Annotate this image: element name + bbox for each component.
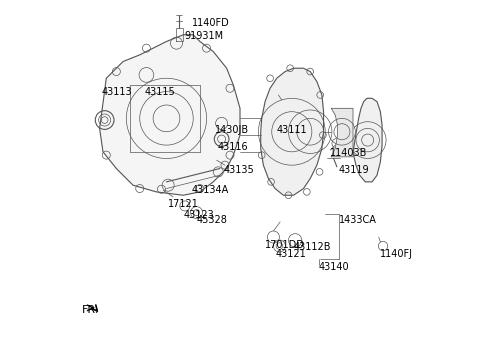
Text: 43116: 43116	[217, 142, 248, 152]
Text: 1430JB: 1430JB	[215, 125, 249, 135]
Text: 1433CA: 1433CA	[338, 215, 376, 225]
Text: 43119: 43119	[338, 165, 369, 175]
Text: 43113: 43113	[101, 87, 132, 97]
Text: 43140: 43140	[319, 262, 349, 272]
Text: 91931M: 91931M	[185, 31, 224, 41]
Text: 43111: 43111	[277, 125, 307, 135]
Polygon shape	[100, 35, 240, 195]
Text: 43112B: 43112B	[293, 242, 331, 252]
Text: 43135: 43135	[224, 165, 255, 175]
Polygon shape	[331, 108, 353, 157]
Text: 11403B: 11403B	[330, 149, 368, 158]
Text: 43134A: 43134A	[192, 185, 229, 195]
Text: FR.: FR.	[82, 305, 100, 314]
Text: 1140FD: 1140FD	[192, 18, 229, 28]
Text: 1140FJ: 1140FJ	[380, 249, 413, 259]
Text: 1701DD: 1701DD	[265, 240, 305, 250]
Polygon shape	[354, 98, 382, 182]
Text: 45328: 45328	[196, 215, 228, 225]
Text: 17121: 17121	[168, 198, 199, 209]
Polygon shape	[261, 68, 324, 195]
Text: 43121: 43121	[275, 249, 306, 259]
Text: 43115: 43115	[145, 87, 176, 97]
Text: 43123: 43123	[183, 210, 214, 220]
